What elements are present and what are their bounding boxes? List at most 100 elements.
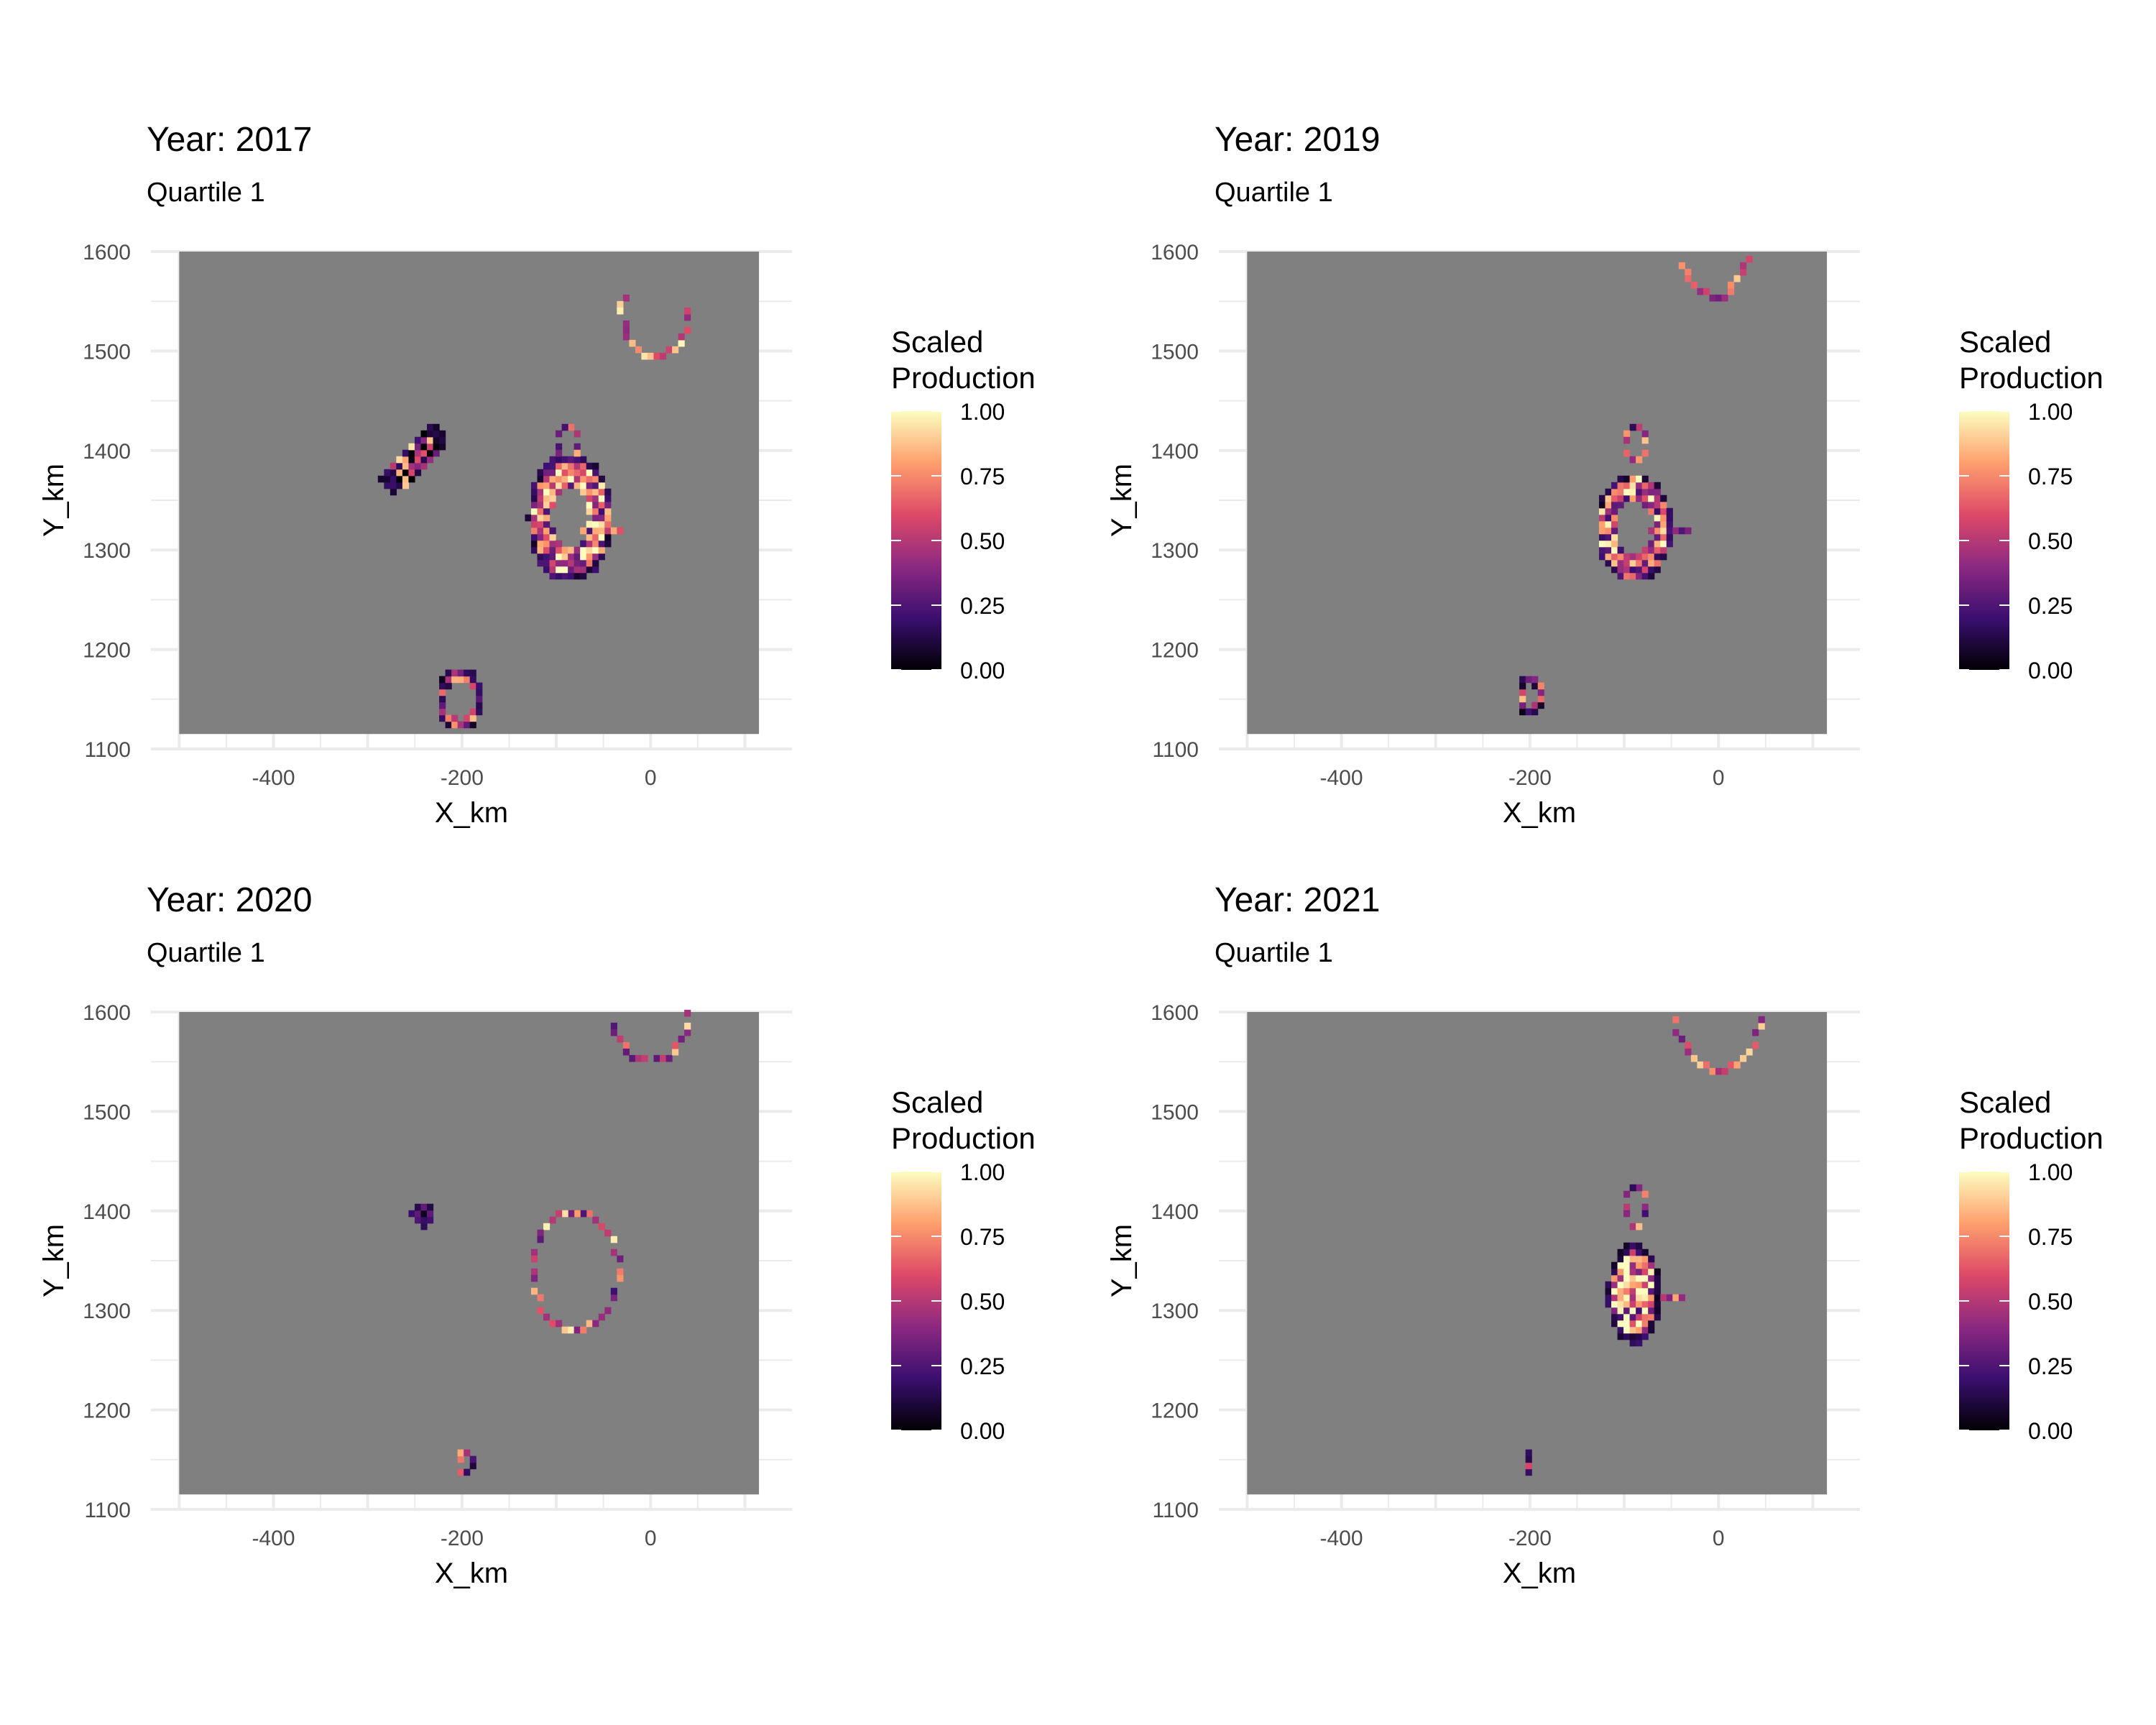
heat-cell <box>1733 1061 1741 1069</box>
heat-cell <box>598 494 605 502</box>
heat-cell <box>1648 527 1655 535</box>
heat-cell <box>1629 1287 1636 1295</box>
heat-cell <box>420 436 428 444</box>
heat-cell <box>543 1313 550 1321</box>
heat-cell <box>1611 1274 1618 1282</box>
heat-cell <box>469 676 476 684</box>
heat-cell <box>1605 540 1612 548</box>
heat-cell <box>408 469 415 477</box>
heat-cell <box>1629 1223 1636 1230</box>
heat-cell <box>586 527 593 535</box>
heat-cell <box>1611 540 1618 548</box>
heat-cell <box>402 449 410 457</box>
heat-cell <box>549 540 556 548</box>
y-tick-label: 1200 <box>1151 639 1199 663</box>
heat-cell <box>530 514 538 522</box>
heat-cell <box>420 1210 428 1218</box>
heat-cell <box>543 469 550 477</box>
heat-cell <box>549 462 556 470</box>
heat-cell <box>537 533 544 541</box>
heat-cell <box>561 423 568 431</box>
heat-cell <box>610 1236 617 1243</box>
y-tick-label: 1600 <box>83 1001 131 1025</box>
heat-cell <box>457 1468 464 1476</box>
heat-cell <box>1629 1300 1636 1308</box>
heat-cell <box>1623 494 1631 502</box>
heat-cell <box>556 475 563 483</box>
heat-cell <box>543 527 550 535</box>
heat-cell <box>476 689 483 696</box>
heat-cell <box>1636 566 1643 574</box>
raster-background <box>179 1012 760 1495</box>
y-tick-label: 1300 <box>83 539 131 563</box>
heat-cell <box>604 507 612 515</box>
heat-cell <box>598 546 605 554</box>
heat-cell <box>464 1468 471 1476</box>
heat-cell <box>543 520 550 528</box>
heat-cell <box>1629 1184 1636 1192</box>
heat-cell <box>604 540 612 548</box>
heat-cell <box>457 676 464 684</box>
heat-cell <box>1648 1320 1655 1328</box>
heat-cell <box>476 708 483 716</box>
heat-cell <box>1666 1294 1673 1302</box>
heat-cell <box>580 553 587 561</box>
heat-cells <box>408 1009 691 1476</box>
heat-cell <box>556 1320 563 1328</box>
heat-cell <box>408 1210 415 1218</box>
heat-cell <box>1623 1255 1631 1263</box>
heat-cell <box>1654 1281 1661 1289</box>
heat-cell <box>1617 1307 1624 1315</box>
heat-cell <box>469 669 476 677</box>
heat-cell <box>592 469 599 477</box>
heat-cell <box>1641 1248 1649 1256</box>
heat-cell <box>1617 488 1624 496</box>
y-tick-label: 1300 <box>83 1300 131 1323</box>
heat-cell <box>543 533 550 541</box>
heat-cell <box>586 533 593 541</box>
heat-cell <box>1617 1268 1624 1276</box>
heat-cell <box>1636 1307 1643 1315</box>
legend-tick-label: 0.75 <box>2028 464 2073 489</box>
heat-cell <box>1611 1300 1618 1308</box>
heat-cell <box>598 540 605 548</box>
heat-cell <box>1525 1462 1532 1470</box>
x-tick-label: 0 <box>1713 1527 1725 1550</box>
heat-cell <box>604 488 612 496</box>
heat-cell <box>684 1029 691 1036</box>
heat-cell <box>543 566 550 574</box>
heat-cell <box>1648 1274 1655 1282</box>
heat-cell <box>439 695 446 703</box>
heat-cell <box>586 507 593 515</box>
heat-cell <box>1740 262 1747 270</box>
heat-cell <box>1636 1223 1643 1230</box>
heat-cell <box>1629 482 1636 489</box>
heat-cell <box>1648 1268 1655 1276</box>
heat-cell <box>1648 494 1655 502</box>
heat-cell <box>1623 1203 1631 1211</box>
heat-cell <box>1598 494 1606 502</box>
y-tick-label: 1600 <box>83 241 131 264</box>
heat-cell <box>1636 1333 1643 1340</box>
heat-cell <box>543 553 550 561</box>
heat-cell <box>1685 527 1692 535</box>
heat-cell <box>439 708 446 716</box>
heat-cell <box>1636 482 1643 489</box>
heat-cell <box>433 443 440 451</box>
heat-cell <box>629 339 636 347</box>
legend-tick-label: 0.50 <box>2028 1289 2073 1315</box>
heat-cell <box>604 533 612 541</box>
heat-cell <box>1660 1294 1667 1302</box>
heat-cell <box>1598 507 1606 515</box>
x-tick-label: -200 <box>1508 766 1552 790</box>
legend-title-line1: Scaled <box>1959 1085 2051 1119</box>
heat-cell <box>1746 1048 1753 1056</box>
heat-cell <box>641 352 648 360</box>
heat-cell <box>1611 1287 1618 1295</box>
heat-cell <box>1617 1294 1624 1302</box>
heat-cell <box>1617 1333 1624 1340</box>
heat-cell <box>1598 553 1606 561</box>
heat-cell <box>451 669 459 677</box>
heat-cell <box>1537 695 1544 703</box>
heat-cell <box>1654 559 1661 567</box>
